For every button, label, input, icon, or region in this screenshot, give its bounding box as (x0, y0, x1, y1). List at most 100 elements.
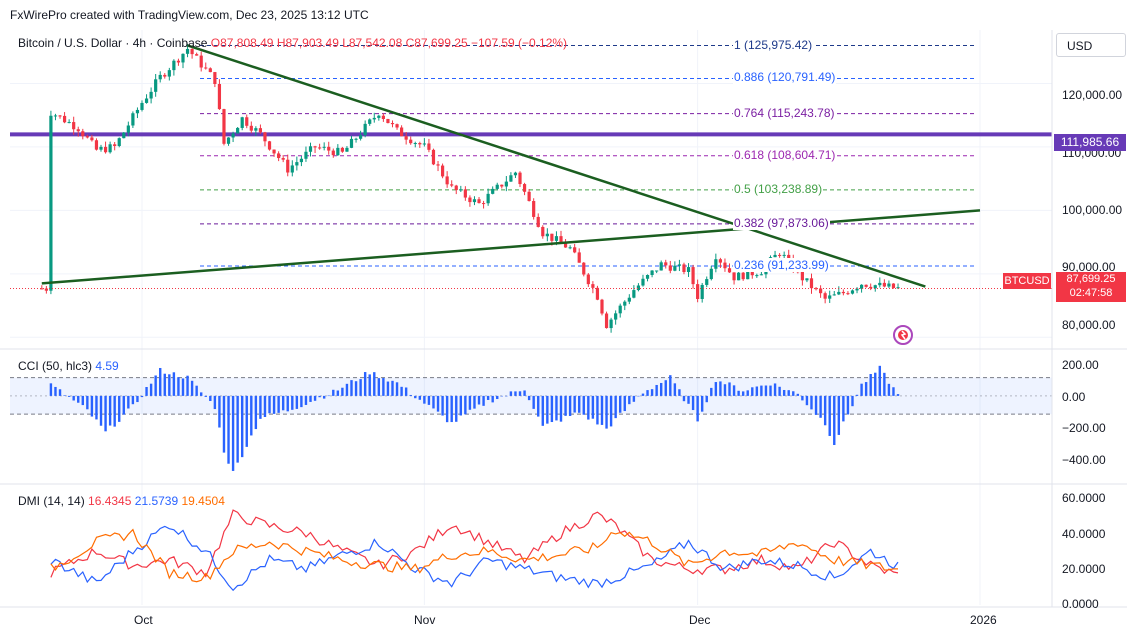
cci-bar (418, 395, 422, 400)
candle-body (140, 102, 144, 110)
cci-bar (650, 389, 654, 396)
cci-bar (796, 393, 800, 396)
fib-level-label: 0.886 (120,791.49) (733, 70, 837, 85)
cci-bar (641, 393, 645, 396)
candle-body (94, 140, 99, 150)
cci-bar (578, 395, 581, 413)
cci-bar (769, 385, 772, 396)
price-axis-tick: 80,000.00 (1062, 318, 1116, 332)
price-axis-tick: 90,000.00 (1062, 260, 1116, 274)
candle-body (677, 264, 682, 266)
candle-body (386, 118, 390, 124)
dmi-series-line-1 (50, 525, 899, 592)
cci-bar (227, 395, 230, 464)
cci-bar (778, 386, 781, 396)
candle-body (855, 288, 859, 291)
cci-bar (318, 395, 321, 398)
cci-bar (218, 395, 221, 428)
candle-body (859, 284, 864, 289)
fib-level-label: 0.236 (91,233.99) (733, 258, 830, 272)
candle-body (208, 68, 212, 73)
cci-title: CCI (50, hlc3) (18, 359, 93, 373)
cci-bar (108, 395, 112, 426)
candle-body (345, 147, 349, 152)
cci-bar (118, 395, 121, 422)
cci-bar (395, 382, 399, 396)
candle-body (636, 285, 641, 291)
candle-body (349, 138, 354, 148)
cci-bar (719, 381, 722, 396)
candle-body (62, 115, 67, 123)
candle-body (522, 184, 527, 192)
cci-bar (136, 395, 139, 403)
indicator-logo-icon[interactable] (890, 322, 916, 348)
cci-bar (600, 395, 604, 425)
cci-bar (760, 385, 763, 396)
cci-bar (236, 395, 239, 463)
candle-body (850, 290, 855, 294)
price-pane[interactable] (10, 43, 1052, 333)
cci-bar (455, 395, 458, 422)
candle-body (609, 319, 613, 329)
cci-bar (632, 395, 636, 402)
cci-bar (414, 395, 417, 399)
candle-body (263, 132, 267, 142)
cci-pane[interactable] (10, 365, 1052, 471)
candle-body (787, 254, 791, 259)
dmi-axis-tick: 20.0000 (1062, 562, 1106, 576)
last-price-tag: 87,699.25 02:47:58 (1056, 272, 1126, 302)
fib-levels (200, 45, 975, 267)
candle-body (623, 301, 627, 306)
cci-bar (168, 374, 171, 396)
cci-bar (678, 389, 681, 396)
cci-axis-tick: 0.00 (1062, 390, 1086, 404)
candle-body (277, 153, 281, 159)
candle-body (527, 191, 531, 202)
time-axis-tick: 2026 (970, 613, 997, 627)
cci-bar (391, 380, 394, 396)
cci-bar (373, 372, 376, 396)
candle-body (709, 268, 713, 280)
candle-body (440, 165, 445, 177)
candle-body (354, 138, 358, 140)
currency-button[interactable]: USD (1056, 33, 1126, 57)
cci-bar (491, 395, 494, 403)
cci-bar (851, 395, 854, 407)
cci-bar (204, 395, 207, 397)
cci-bar (222, 395, 226, 453)
candle-body (554, 236, 559, 241)
dmi-axis-tick: 40.0000 (1062, 527, 1106, 541)
candle-body (409, 139, 413, 144)
cci-bar (619, 395, 622, 413)
candle-body (308, 146, 313, 152)
cci-bar (432, 395, 435, 409)
cci-bar (514, 391, 517, 396)
cci-bar (341, 387, 344, 396)
cci-bar (404, 387, 408, 396)
candle-body (254, 128, 258, 131)
candle-body (213, 72, 217, 85)
candle-body (659, 262, 663, 271)
cci-bar (801, 395, 804, 401)
candle-body (750, 269, 754, 276)
cci-bar (350, 380, 353, 396)
dmi-pane[interactable] (50, 509, 899, 592)
candle-body (163, 74, 167, 77)
dmi-value-adx: 19.4504 (181, 494, 225, 508)
cci-bar (159, 367, 162, 396)
cci-bar (149, 383, 153, 396)
cci-bar (773, 383, 777, 396)
cci-bar (792, 391, 795, 396)
cci-bar (728, 382, 731, 396)
cci-bar (95, 395, 98, 420)
cci-bar (782, 389, 786, 396)
cci-bar (887, 383, 891, 396)
symbol-tag: BTCUSD (1003, 273, 1051, 289)
cci-bar (842, 395, 845, 422)
cci-bar (573, 395, 576, 413)
candle-body (418, 143, 422, 145)
cci-bar (386, 381, 390, 396)
fib-level-label: 0.618 (108,604.71) (733, 147, 837, 162)
candle-body (837, 291, 841, 295)
